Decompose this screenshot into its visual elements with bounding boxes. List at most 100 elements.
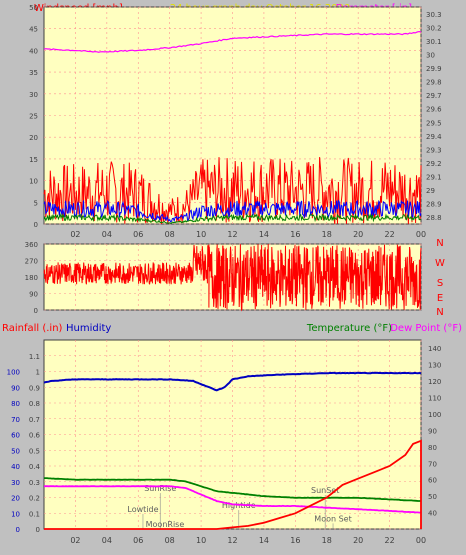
rainfall-axis: 0 0.1 0.2 0.3 0.4 0.5 0.6 0.7 0.8 0.9 1 1.1 (29, 353, 41, 534)
humidity-line (43, 371, 422, 392)
climate-x-tick-label: 14 (259, 536, 269, 545)
barometer-tick-label: 29.6 (426, 106, 442, 114)
wind-x-tick-label: 04 (102, 230, 112, 239)
humidity-tick-label: 0 (16, 526, 20, 534)
humidity-tick-label: 50 (11, 447, 20, 455)
rainfall-tick-label: 0.7 (29, 416, 40, 424)
wind-x-tick-label: 18 (322, 230, 332, 239)
barometer-tick-label: 30 (426, 51, 435, 59)
barometer-tick-label: 29.8 (426, 79, 442, 87)
humidity-tick-label: 40 (11, 463, 20, 471)
barometer-axis: 28.8 28.9 29 29.1 29.2 29.3 29.4 29.5 29.6 29.7 29… (426, 11, 442, 222)
humidity-title: Humidity (66, 323, 111, 334)
rainfall-title: Rainfall (.in) (2, 323, 63, 334)
temperature-tick-label: 100 (428, 411, 441, 419)
wind-x-tick-label: 20 (353, 230, 363, 239)
rainfall-tick-label: 0.8 (29, 400, 40, 408)
wind-tick-label: 35 (29, 69, 38, 77)
direction-line (43, 243, 422, 312)
astro-label: SunSet (311, 486, 339, 495)
wind-x-tick-label: 16 (290, 230, 300, 239)
humidity-tick-label: 30 (11, 479, 20, 487)
temperature-line (44, 477, 421, 502)
climate-x-tick-label: 06 (133, 536, 143, 545)
direction-tick-label: 0 (34, 307, 38, 315)
temperature-tick-label: 70 (428, 460, 437, 468)
temperature-tick-label: 110 (428, 395, 441, 403)
temperature-tick-label: 80 (428, 444, 437, 452)
direction-tick-label: 90 (29, 291, 38, 299)
compass-label: N (436, 307, 443, 318)
temperature-tick-label: 130 (428, 362, 441, 370)
humidity-axis: 0 10 20 30 40 50 60 70 80 90 100 (7, 369, 20, 535)
climate-x-tick-label: 08 (165, 536, 175, 545)
astro-label: MoonRise (146, 520, 185, 529)
barometer-tick-label: 29.7 (426, 92, 442, 100)
climate-x-axis: 02 04 06 08 10 12 14 16 18 20 22 00 (70, 536, 426, 545)
direction-tick-label: 360 (25, 241, 38, 249)
climate-x-tick-label: 20 (353, 536, 363, 545)
climate-grid (44, 340, 422, 530)
barometer-tick-label: 30.1 (426, 38, 442, 46)
temperature-tick-label: 40 (428, 510, 437, 518)
wind-tick-label: 50 (29, 4, 38, 12)
humidity-tick-label: 60 (11, 432, 20, 440)
wind-x-tick-label: 12 (227, 230, 237, 239)
temperature-tick-label: 140 (428, 345, 441, 353)
rainfall-tick-label: 0.6 (29, 432, 41, 440)
rainfall-tick-label: 0.5 (29, 447, 40, 455)
temperature-tick-label: 120 (428, 378, 441, 386)
barometer-tick-label: 28.8 (426, 214, 442, 222)
astro-label: Moon Set (314, 514, 351, 523)
wind-marks (43, 30, 422, 225)
barometer-tick-label: 28.9 (426, 201, 442, 209)
direction-tick-label: 270 (25, 258, 38, 266)
wind-gust-line (43, 157, 422, 225)
direction-marks (43, 243, 422, 312)
temperature-tick-label: 90 (428, 427, 437, 435)
wind-low-line (43, 212, 422, 224)
humidity-tick-label: 100 (7, 369, 20, 377)
climate-x-tick-label: 00 (416, 536, 426, 545)
astro-label: Lowtide (127, 505, 158, 514)
barometer-tick-label: 29.4 (426, 133, 442, 141)
barometer-tick-label: 30.2 (426, 24, 442, 32)
wind-tick-label: 15 (29, 156, 38, 164)
temperature-axis: 40 50 60 70 80 90 100 110 120 130 140 (428, 345, 441, 517)
rain-line (44, 439, 422, 530)
compass-label: N (436, 238, 443, 249)
compass-label: S (437, 278, 443, 289)
wind-tick-label: 30 (29, 91, 38, 99)
rainfall-tick-label: 0.4 (29, 463, 41, 471)
barometer-tick-label: 29.3 (426, 146, 442, 154)
humidity-tick-label: 80 (11, 400, 20, 408)
compass-label: W (435, 258, 445, 269)
astro-label: SunRise (144, 484, 176, 493)
wind-tick-label: 0 (34, 221, 38, 229)
wind-tick-label: 5 (34, 199, 38, 207)
barometer-line (43, 30, 422, 53)
humidity-tick-label: 10 (11, 510, 20, 518)
climate-marks (43, 371, 422, 530)
compass-label: E (437, 293, 443, 304)
dewpoint-line (43, 485, 422, 514)
climate-x-tick-label: 16 (290, 536, 300, 545)
wind-x-tick-label: 02 (70, 230, 80, 239)
wind-x-tick-label: 10 (196, 230, 206, 239)
climate-x-tick-label: 04 (102, 536, 112, 545)
wind-tick-label: 20 (29, 134, 38, 142)
wind-tick-label: 45 (29, 26, 38, 34)
rainfall-tick-label: 0.9 (29, 384, 40, 392)
wind-left-axis: 0 5 10 15 20 25 30 35 40 45 50 (29, 4, 38, 229)
direction-axis: 0 90 180 270 360 (25, 241, 38, 315)
barometer-tick-label: 30.3 (426, 11, 442, 19)
temperature-tick-label: 50 (428, 493, 437, 501)
climate-x-tick-label: 10 (196, 536, 206, 545)
humidity-tick-label: 20 (11, 495, 20, 503)
climate-panel: SunRiseLowtideMoonRiseHightideSunSetMoon… (7, 339, 441, 545)
climate-x-tick-label: 18 (322, 536, 332, 545)
